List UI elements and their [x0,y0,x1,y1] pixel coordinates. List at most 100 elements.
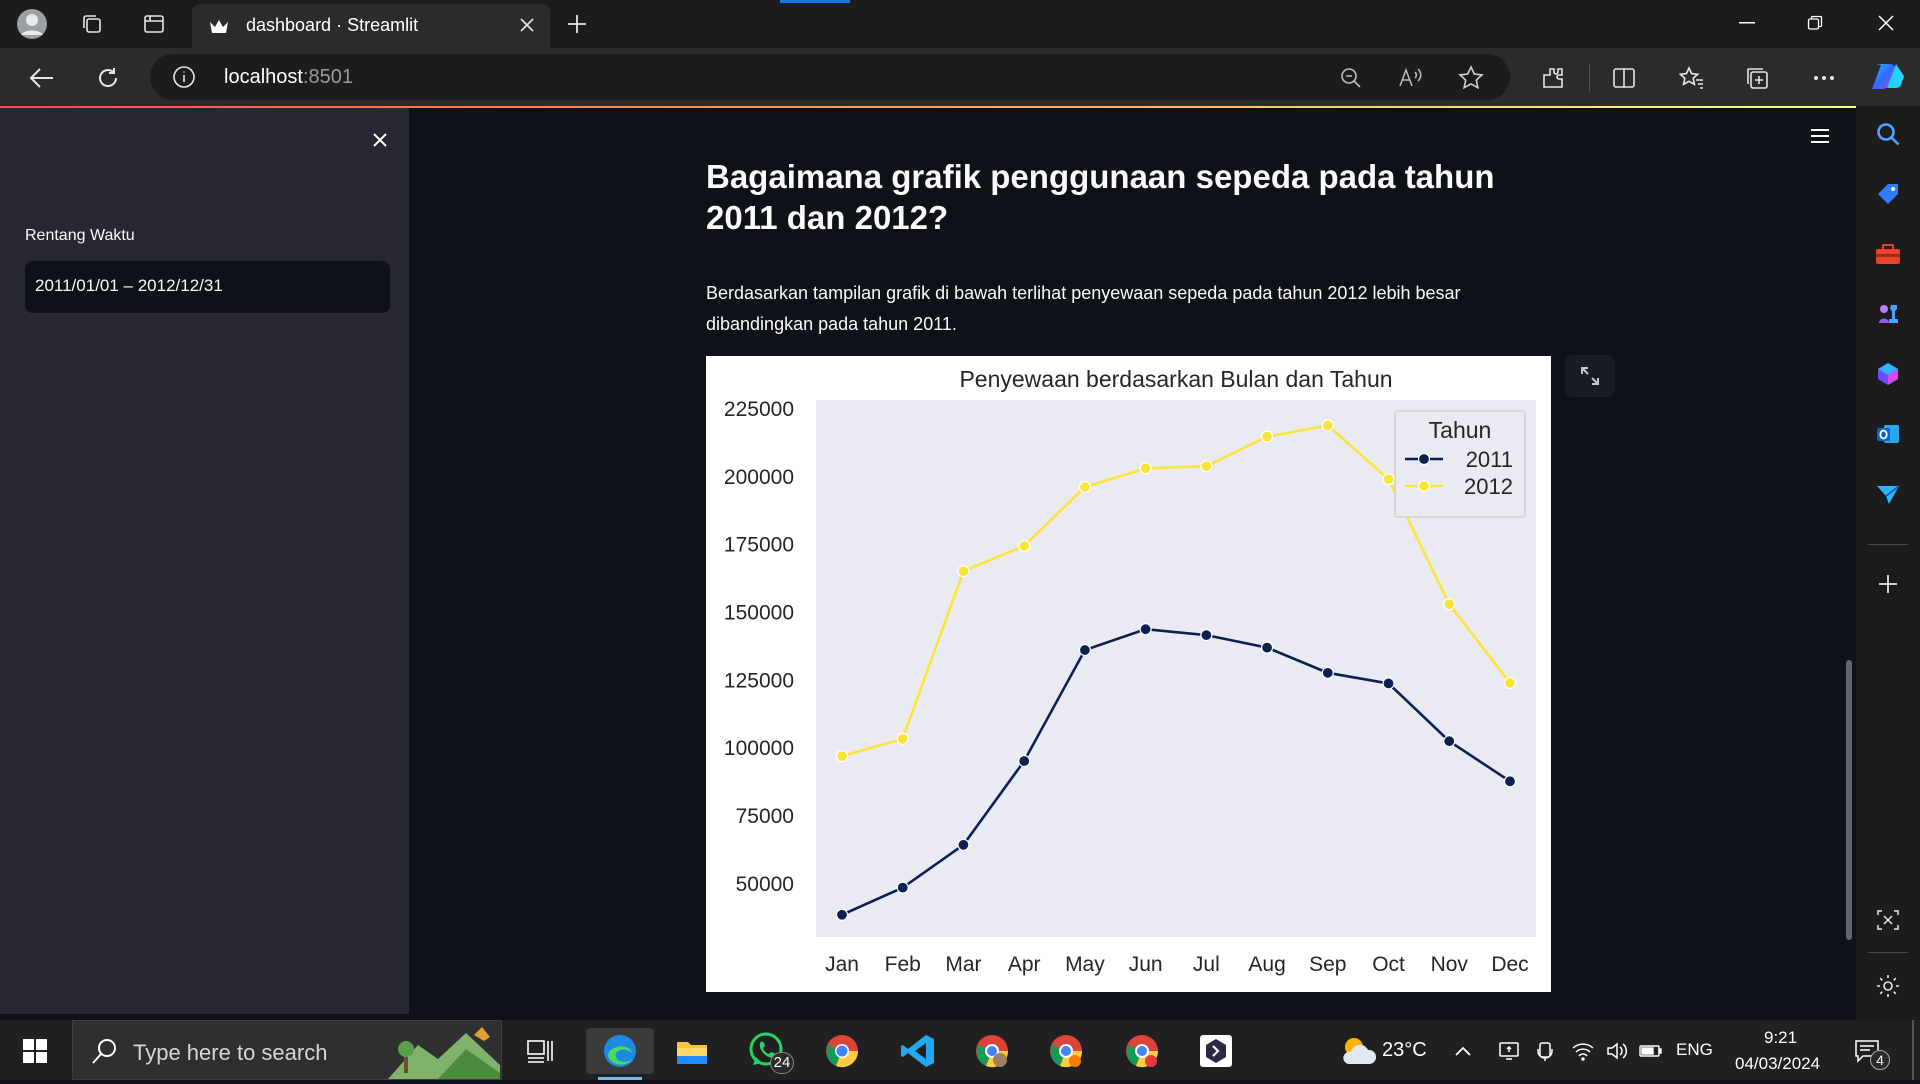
x-tick-label: Oct [1372,953,1405,976]
sidebar-settings-gear-icon[interactable] [1872,970,1904,1002]
read-aloud-icon[interactable] [1396,63,1426,93]
y-tick-label: 50000 [736,873,794,896]
battery-icon[interactable] [1636,1028,1666,1074]
page-heading: Bagaimana grafik penggunaan sepeda pada … [706,158,1495,236]
data-point [835,908,849,921]
chrome-profile-2-icon[interactable] [1036,1028,1096,1074]
data-point [1078,643,1092,657]
streamlit-decoration-bar [0,106,1856,108]
back-icon[interactable] [22,58,62,98]
favorites-icon[interactable] [1674,60,1710,96]
chrome-icon[interactable] [812,1028,872,1074]
weather-cloud-sun-icon[interactable] [1328,1028,1388,1074]
y-tick-label: 125000 [724,669,794,692]
tray-overflow-chevron-icon[interactable] [1448,1028,1478,1074]
line-chart: Penyewaan berdasarkan Bulan dan Tahun 50… [724,366,1536,976]
notification-count-badge: 4 [1870,1050,1890,1070]
site-info-icon[interactable] [172,65,196,89]
chart-title: Penyewaan berdasarkan Bulan dan Tahun [959,366,1392,392]
weather-temperature[interactable]: 23°C [1382,1039,1427,1061]
whatsapp-icon[interactable]: 24 [738,1028,798,1074]
zoom-out-icon[interactable] [1336,63,1366,93]
data-point [1260,430,1274,443]
tray-security-icon[interactable] [1494,1028,1524,1074]
show-desktop-edge[interactable] [1912,1020,1914,1080]
browser-toolbar: localhost:8501 [0,48,1920,106]
x-tick-label: Aug [1248,953,1285,976]
copilot-icon[interactable] [1866,56,1906,96]
data-point [1139,462,1152,475]
x-tick-label: Nov [1431,953,1469,976]
streamlit-main-content: Bagaimana grafik penggunaan sepeda pada … [409,108,1856,1014]
legend-marker-2012 [1417,479,1431,493]
main-menu-hamburger-icon[interactable] [1806,122,1834,150]
volume-icon[interactable] [1602,1028,1632,1074]
windows-start-icon[interactable] [5,1028,65,1074]
games-chess-icon[interactable] [1872,298,1904,330]
outlook-icon[interactable] [1872,418,1904,450]
tools-briefcase-icon[interactable] [1872,238,1904,270]
microsoft-365-icon[interactable] [1872,358,1904,390]
search-highlight-illustration-icon [388,1025,500,1084]
data-point [1018,754,1031,768]
clock-time[interactable]: 9:21 [1764,1028,1798,1047]
close-window-icon[interactable] [1852,0,1920,46]
toolbar-divider [1589,64,1590,92]
minimize-icon[interactable] [1713,0,1781,46]
tab-loading-indicator [780,0,850,3]
taskbar-search-box[interactable]: Type here to search [72,1020,502,1080]
date-range-input[interactable]: 2011/01/01 – 2012/12/31 [25,261,390,313]
screenshot-capture-icon[interactable] [1872,904,1904,936]
tab-actions-icon[interactable] [136,6,172,42]
data-point [1200,629,1213,642]
x-tick-label: Jun [1129,953,1163,976]
more-options-icon[interactable] [1806,60,1842,96]
x-tick-label: Dec [1491,953,1528,976]
date-range-label: Rentang Waktu [25,227,135,244]
data-point [1139,623,1152,636]
extensions-icon[interactable] [1535,60,1571,96]
x-tick-label: Apr [1008,953,1041,976]
collapse-sidebar-close-icon[interactable] [364,124,396,156]
wifi-icon[interactable] [1568,1028,1598,1074]
tab-dashboard[interactable]: dashboard · Streamlit [192,4,550,48]
restore-icon[interactable] [1781,0,1849,46]
favorite-star-icon[interactable] [1456,63,1486,93]
reload-icon[interactable] [88,58,128,98]
task-view-icon[interactable] [510,1028,570,1074]
vscode-icon[interactable] [888,1028,948,1074]
close-tab-icon[interactable] [512,10,542,40]
shopping-tag-icon[interactable] [1872,178,1904,210]
tray-meet-now-icon[interactable] [1530,1028,1560,1074]
new-tab-icon[interactable] [559,6,595,42]
add-sidebar-app-icon[interactable] [1872,568,1904,600]
code-editor-app-icon[interactable] [1186,1028,1246,1074]
edge-active-indicator [598,1077,642,1080]
chrome-profile-1-icon[interactable] [962,1028,1022,1074]
file-explorer-icon[interactable] [662,1028,722,1074]
address-bar[interactable]: localhost:8501 [150,54,1510,100]
data-point [1382,473,1395,486]
line-chart-figure: Penyewaan berdasarkan Bulan dan Tahun 50… [706,356,1551,992]
collections-icon[interactable] [1740,60,1776,96]
legend-label-2012: 2012 [1464,474,1513,499]
series-2011 [835,623,1517,921]
sidebar-divider [1868,544,1908,545]
language-indicator[interactable]: ENG [1676,1040,1713,1059]
data-point [1382,677,1395,690]
send-paper-plane-icon[interactable] [1872,478,1904,510]
fullscreen-expand-icon[interactable] [1565,355,1615,397]
notifications-icon[interactable]: 4 [1842,1028,1892,1074]
main-scrollbar[interactable] [1846,660,1852,940]
sidebar-divider-bottom [1868,952,1908,953]
streamlit-crown-icon [208,15,230,37]
profile-avatar-icon[interactable] [14,6,50,42]
edge-taskbar-icon[interactable] [586,1028,654,1074]
split-screen-icon[interactable] [1606,60,1642,96]
chrome-profile-3-icon[interactable] [1112,1028,1172,1074]
legend-marker-2011 [1417,452,1431,466]
search-icon[interactable] [1872,118,1904,150]
workspaces-icon[interactable] [74,6,110,42]
clock-date[interactable]: 04/03/2024 [1735,1054,1821,1073]
